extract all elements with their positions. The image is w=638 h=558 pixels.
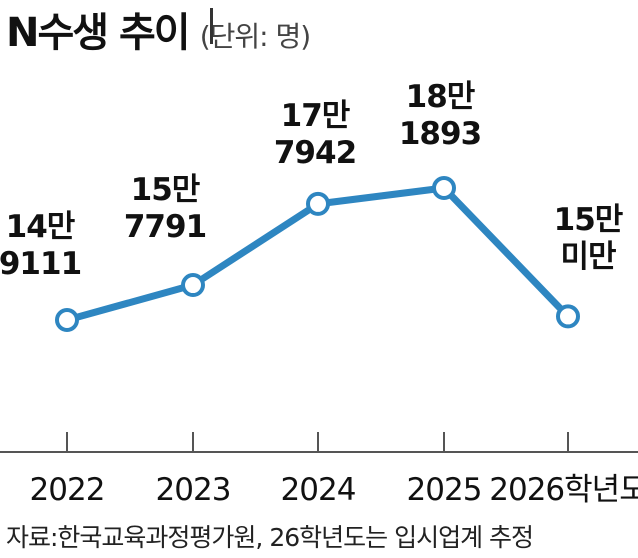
data-label: 1893 [399, 116, 481, 152]
x-tick-label: 2023 [156, 472, 231, 508]
data-label: 9111 [0, 246, 81, 282]
x-tick-label: 2025 [407, 472, 482, 508]
chart-title-group: N수생 추이 (단위: 명) [6, 0, 311, 58]
data-label: 7942 [274, 135, 356, 171]
source-note: 자료:한국교육과정평가원, 26학년도는 입시업계 추정 [6, 523, 534, 552]
data-label: 15만 [554, 202, 623, 238]
data-label: 17만 [281, 98, 350, 134]
unit-label: (단위: 명) [199, 20, 311, 53]
chart-title: N수생 추이 [6, 10, 191, 56]
x-tick-label: 2022 [30, 472, 105, 508]
line-chart: 2022 2023 2024 2025 2026학년도 14만911115만779117… [0, 79, 638, 508]
data-point [181, 273, 205, 298]
x-tick-label: 2026학년도 [489, 472, 638, 508]
data-label: 15만 [131, 172, 200, 208]
data-label: 미만 [560, 239, 616, 275]
data-point [556, 304, 580, 329]
x-tick-label: 2024 [281, 472, 356, 508]
title-divider [210, 8, 213, 44]
data-point [55, 308, 79, 332]
data-point [306, 191, 330, 216]
data-label: 7791 [124, 209, 206, 245]
data-label: 18만 [406, 79, 475, 115]
data-point [432, 176, 456, 200]
data-label: 14만 [6, 209, 75, 245]
